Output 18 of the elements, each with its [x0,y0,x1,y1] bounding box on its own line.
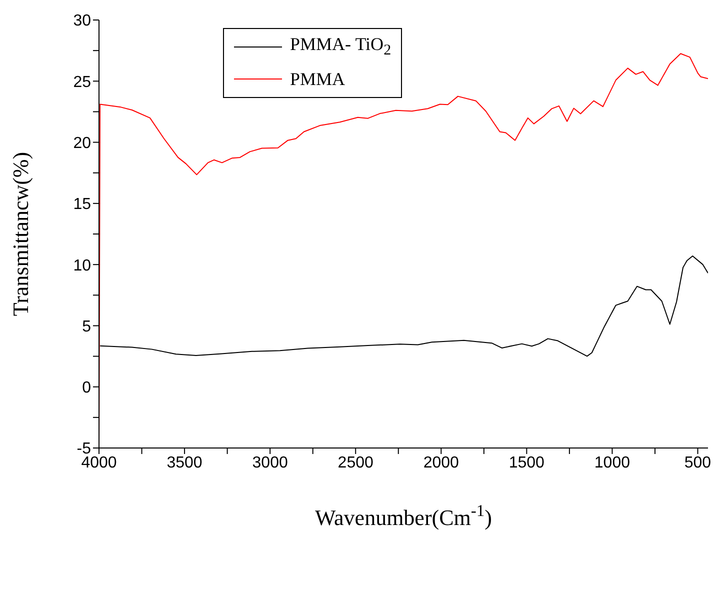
legend-label: PMMA- TiO$_{2}$ [290,34,392,60]
y-tick-label: 5 [82,318,92,336]
x-tick-label: 1500 [508,454,545,472]
x-tick-label: 3000 [252,454,288,472]
y-tick-label: 20 [73,134,92,152]
y-tick-label: 0 [82,380,92,397]
x-tick-label: 2000 [423,454,460,472]
y-tick-label: 30 [73,12,92,30]
x-tick-label: 500 [684,454,712,472]
y-tick-label: 25 [73,74,92,91]
x-tick-label: 3500 [166,454,202,472]
y-axis-title: Transmittancw(%) [8,152,33,316]
x-tick-label: 2500 [338,454,374,472]
y-tick-label: 10 [73,257,92,274]
legend-label: PMMA [290,68,346,90]
x-tick-label: 1000 [594,454,630,472]
y-tick-label: 15 [73,196,92,214]
x-axis-title: Wavenumber(Cm$^{-1}$) [315,500,492,530]
